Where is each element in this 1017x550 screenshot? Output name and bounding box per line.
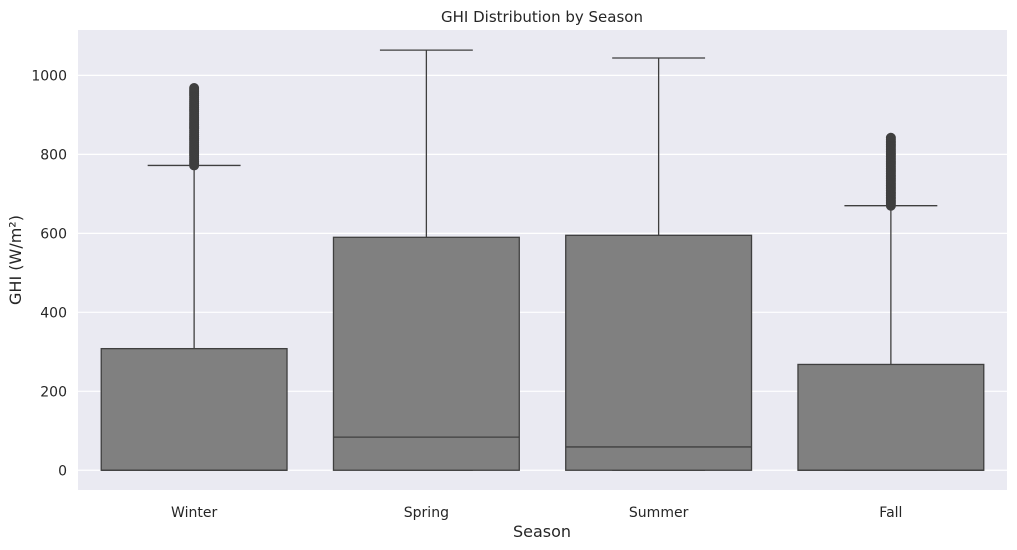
x-tick-label: Winter bbox=[171, 505, 217, 521]
x-axis-label: Season bbox=[513, 522, 571, 541]
outlier-point bbox=[189, 83, 200, 94]
box-winter bbox=[100, 83, 288, 471]
box-iqr bbox=[332, 236, 520, 471]
y-tick-label: 800 bbox=[40, 147, 67, 163]
box-iqr bbox=[100, 347, 288, 471]
box-iqr bbox=[565, 234, 753, 471]
outlier-point bbox=[885, 132, 896, 143]
x-tick-label: Spring bbox=[404, 505, 449, 521]
y-tick-label: 0 bbox=[58, 463, 67, 479]
box-summer bbox=[565, 57, 753, 471]
box-iqr bbox=[797, 363, 985, 471]
y-tick-label: 600 bbox=[40, 226, 67, 242]
chart-title: GHI Distribution by Season bbox=[441, 8, 643, 26]
x-tick-labels: Winter Spring Summer Fall bbox=[171, 505, 902, 521]
y-axis-label: GHI (W/m²) bbox=[6, 215, 25, 305]
y-tick-label: 1000 bbox=[31, 68, 67, 84]
y-tick-label: 400 bbox=[40, 305, 67, 321]
x-tick-label: Fall bbox=[879, 505, 902, 521]
boxes bbox=[100, 49, 985, 471]
y-tick-label: 200 bbox=[40, 384, 67, 400]
box-spring bbox=[332, 49, 520, 471]
box-fall bbox=[797, 132, 985, 471]
x-tick-label: Summer bbox=[629, 505, 689, 521]
y-tick-labels: 0 200 400 600 800 1000 bbox=[31, 68, 67, 479]
